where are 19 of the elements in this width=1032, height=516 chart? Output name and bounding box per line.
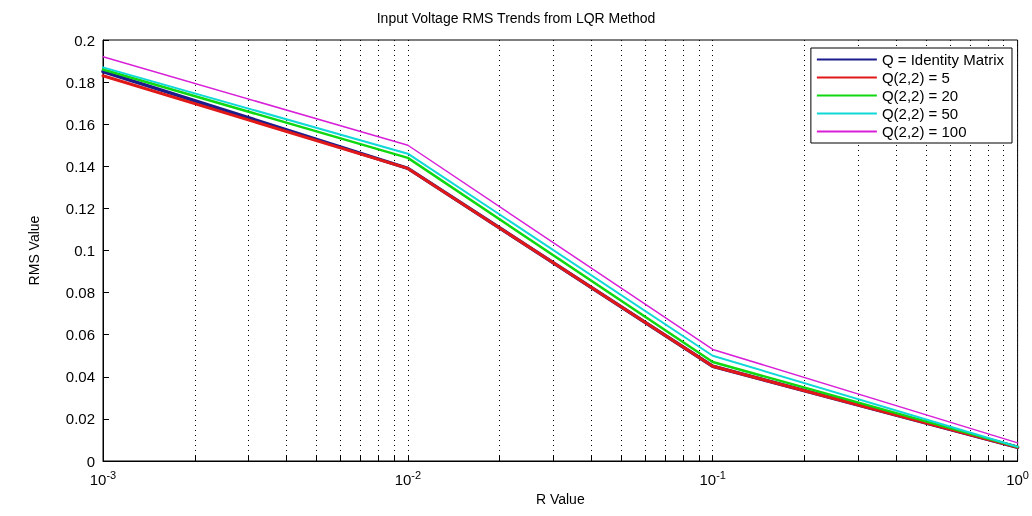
legend-label: Q(2,2) = 100 [881, 123, 967, 140]
y-tick-label: 0.06 [65, 326, 95, 344]
y-tick-label: 0.18 [65, 73, 95, 91]
x-axis-title: R Value [535, 490, 585, 507]
legend-label: Q(2,2) = 50 [881, 105, 959, 122]
y-tick-label: 0.16 [65, 115, 95, 133]
chart-title: Input Voltage RMS Trends from LQR Method [376, 10, 656, 26]
y-tick-label: 0.12 [65, 199, 95, 217]
legend-label: Q(2,2) = 5 [881, 69, 950, 86]
legend-label: Q = Identity Matrix [881, 51, 1005, 68]
y-tick-label: 0.02 [65, 410, 95, 428]
legend-label: Q(2,2) = 20 [881, 87, 959, 104]
y-tick-label: 0.08 [65, 284, 95, 302]
y-tick-label: 0.14 [65, 157, 95, 175]
y-tick-label: 0.1 [74, 242, 95, 259]
y-tick-label: 0.04 [65, 368, 95, 386]
y-axis-title: RMS Value [26, 215, 42, 286]
y-tick-label: 0 [86, 452, 95, 470]
y-tick-label: 0.2 [74, 31, 95, 49]
